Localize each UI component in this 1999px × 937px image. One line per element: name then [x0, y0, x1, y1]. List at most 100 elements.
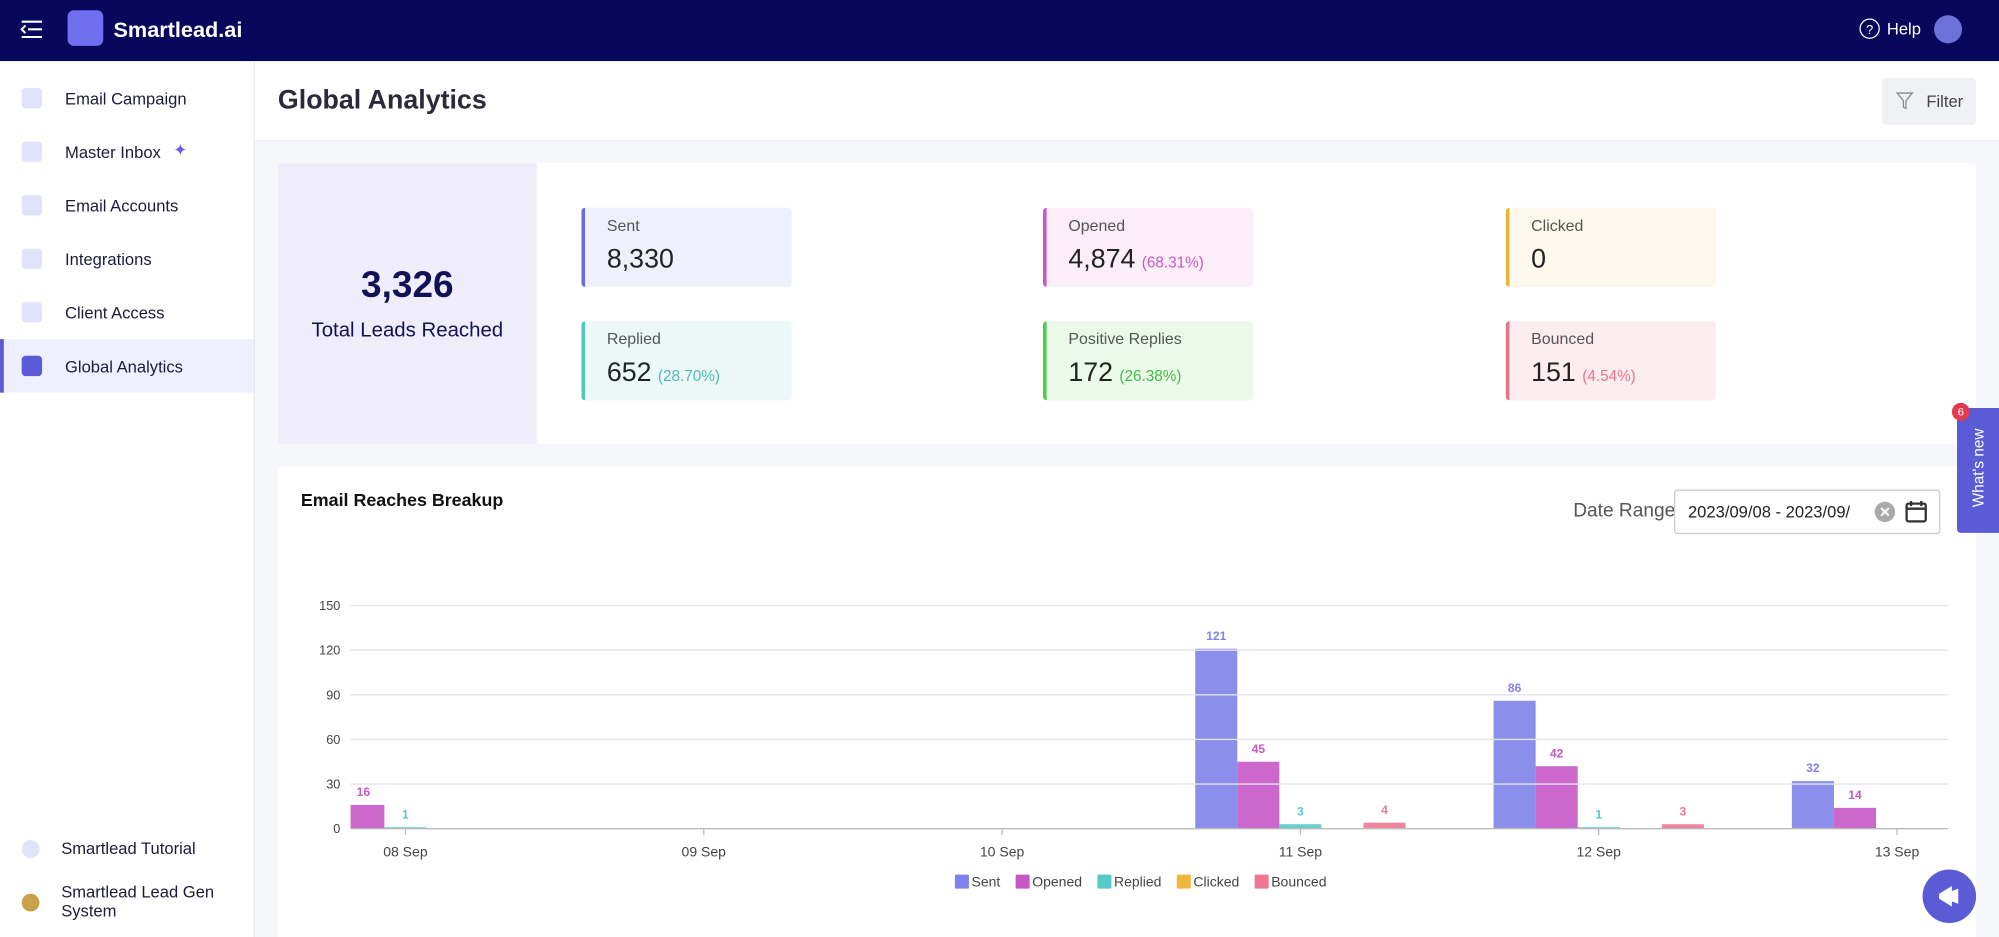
bar — [1833, 807, 1877, 829]
x-tick-label: 12 Sep — [1577, 844, 1622, 860]
nav-footer-item[interactable]: Smartlead Tutorial — [0, 838, 254, 881]
legend-swatch — [954, 874, 969, 889]
stat-label: Clicked — [1531, 216, 1584, 235]
data-label: 42 — [1550, 746, 1564, 760]
help[interactable]: Help — [1886, 19, 1921, 39]
y-tick-label: 90 — [326, 687, 340, 702]
stat-tile: Replied 652 (28.70%) — [581, 321, 792, 401]
stat-tile: Bounced 151 (4.54%) — [1505, 321, 1717, 401]
nav-icon — [21, 248, 43, 270]
whats-new-label: What's new — [1969, 428, 1988, 508]
legend-label: Opened — [1032, 874, 1082, 890]
filter-icon — [1895, 92, 1914, 110]
nav-item[interactable]: Client Access — [0, 286, 254, 340]
footer-icon — [21, 840, 40, 859]
x-tick-label: 10 Sep — [980, 844, 1025, 860]
data-label: 3 — [1297, 804, 1304, 818]
nav-label: Email Campaign — [65, 89, 187, 109]
bar — [1363, 822, 1406, 829]
stat-value-row: 652 (28.70%) — [607, 358, 720, 389]
nav-item[interactable]: Global Analytics — [0, 339, 254, 393]
chat-icon — [1939, 886, 1959, 907]
data-label: 1 — [1595, 807, 1602, 821]
stat-value-row: 4,874 (68.31%) — [1068, 245, 1203, 276]
nav-label: Client Access — [65, 303, 165, 323]
nav-label: Master Inbox — [65, 142, 161, 162]
nav-item[interactable]: Email Accounts — [0, 178, 254, 232]
date-range-label: Date Range: — [1573, 499, 1681, 522]
footer-icon — [21, 893, 40, 912]
brand: Smartlead.ai — [113, 17, 243, 43]
stat-value: 151 — [1531, 358, 1576, 388]
legend-swatch — [1176, 874, 1191, 889]
nav-icon — [21, 195, 43, 216]
sparkle-icon: ✦ — [173, 140, 188, 160]
chart-card — [277, 466, 1977, 937]
y-tick-label: 60 — [326, 732, 340, 747]
stat-tile: Clicked 0 — [1505, 207, 1717, 287]
legend-swatch — [1097, 874, 1112, 889]
help-icon[interactable]: ? — [1859, 18, 1881, 40]
nav-item[interactable]: Master Inbox ✦ — [0, 125, 254, 179]
bar — [1535, 766, 1578, 829]
bar — [1195, 648, 1238, 829]
stat-value-row: 0 — [1531, 245, 1546, 276]
stat-label: Replied — [606, 330, 661, 349]
filter-button[interactable]: Filter — [1881, 77, 1977, 125]
x-tick-label: 11 Sep — [1279, 844, 1323, 860]
bar — [1661, 824, 1704, 829]
stat-percent: (28.70%) — [657, 367, 720, 386]
chat-button[interactable] — [1922, 869, 1977, 924]
clear-icon[interactable] — [1874, 501, 1896, 523]
top-bar: Smartlead.ai ? Help — [0, 0, 1999, 62]
data-label: 45 — [1252, 742, 1266, 756]
stat-value: 652 — [606, 358, 652, 388]
stat-label: Positive Replies — [1068, 330, 1182, 349]
legend-label: Replied — [1114, 874, 1162, 890]
nav-footer-item[interactable]: Smartlead Lead Gen System — [0, 882, 254, 927]
stat-value-row: 172 (26.38%) — [1068, 358, 1181, 389]
chart-title: Email Reaches Breakup — [300, 489, 504, 510]
data-label: 1 — [402, 807, 409, 821]
nav-item[interactable]: Email Campaign — [0, 71, 254, 125]
data-label: 14 — [1848, 788, 1862, 802]
stat-label: Opened — [1068, 216, 1126, 235]
filter-label: Filter — [1926, 91, 1964, 111]
menu-toggle[interactable] — [20, 18, 43, 41]
calendar-icon[interactable] — [1905, 500, 1928, 523]
sidebar: Email Campaign Master Inbox ✦ Email Account… — [0, 61, 255, 937]
stat-value: 0 — [1531, 244, 1547, 275]
svg-text:?: ? — [1866, 22, 1873, 37]
x-tick-label: 09 Sep — [682, 844, 727, 860]
x-tick-label: 08 Sep — [383, 844, 428, 860]
bar — [1791, 781, 1834, 829]
stat-percent: (26.38%) — [1119, 367, 1182, 386]
logo — [67, 10, 104, 46]
stat-value: 4,874 — [1068, 244, 1136, 275]
footer-label: Smartlead Tutorial — [61, 838, 196, 859]
whats-new-tab[interactable]: What's new — [1956, 407, 1999, 533]
y-tick-label: 120 — [319, 643, 340, 658]
bar — [350, 804, 385, 829]
legend-label: Bounced — [1271, 874, 1326, 890]
bar — [1577, 827, 1620, 829]
footer-label: Smartlead Lead Gen System — [61, 882, 215, 921]
total-value: 3,326 — [361, 265, 454, 306]
legend-swatch — [1015, 874, 1030, 889]
data-label: 32 — [1806, 761, 1820, 775]
stat-value-row: 8,330 — [607, 245, 674, 276]
bar — [1237, 761, 1280, 829]
date-range-input[interactable]: 2023/09/08 - 2023/09/ — [1673, 489, 1941, 535]
whats-new-badge: 6 — [1951, 402, 1970, 421]
data-label: 86 — [1508, 681, 1522, 695]
data-label: 4 — [1381, 803, 1388, 817]
data-label: 121 — [1206, 629, 1226, 643]
page-header — [254, 61, 1999, 142]
bar — [384, 827, 427, 829]
nav-icon — [21, 355, 43, 377]
stat-tile: Sent 8,330 — [581, 207, 792, 287]
nav-item[interactable]: Integrations — [0, 232, 254, 286]
avatar[interactable] — [1934, 15, 1963, 44]
